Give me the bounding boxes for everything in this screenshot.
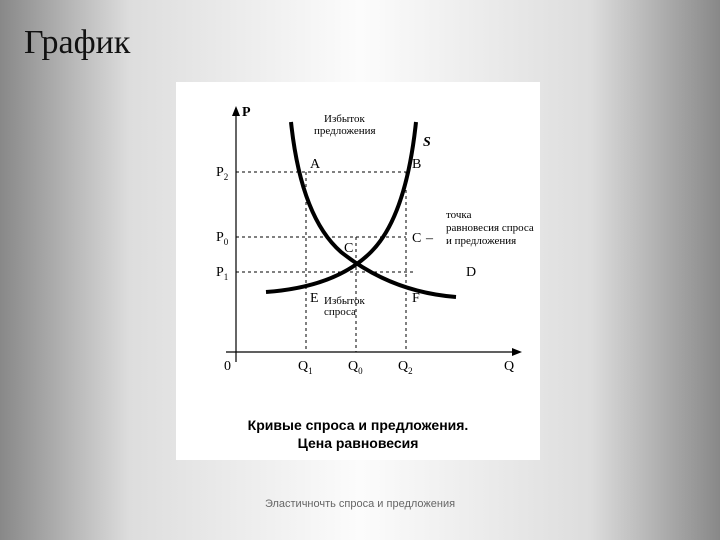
label-supply-excess-1: Избыток [324, 113, 365, 125]
point-C2: C [412, 231, 421, 246]
supply-curve [266, 122, 416, 292]
demand-curve [291, 122, 456, 297]
label-P: P [242, 105, 251, 120]
label-Q: Q [504, 359, 514, 374]
figure-container: P Q 0 Избыток предложения S D A B C C – … [176, 82, 540, 460]
x-axis-arrow [512, 348, 522, 356]
label-eq-1: точка [446, 209, 472, 221]
y-axis-arrow [232, 106, 240, 116]
label-P2: P2 [216, 165, 228, 182]
label-Q2: Q2 [398, 359, 413, 376]
label-Q0: Q0 [348, 359, 363, 376]
label-origin: 0 [224, 359, 231, 374]
label-P0: P0 [216, 230, 229, 247]
point-C: C [344, 241, 353, 256]
caption-line1: Кривые спроса и предложения. [248, 417, 469, 433]
point-B: B [412, 157, 421, 172]
caption-line2: Цена равновесия [298, 435, 419, 451]
point-A: A [310, 157, 321, 172]
chart-svg: P Q 0 Избыток предложения S D A B C C – … [176, 82, 540, 402]
point-F: F [412, 291, 420, 306]
dash-c2: – [425, 231, 434, 246]
figure-caption: Кривые спроса и предложения. Цена равнов… [176, 416, 540, 452]
label-supply-excess-2: предложения [314, 125, 376, 137]
label-S: S [423, 135, 431, 150]
label-eq-2: равновесия спроса [446, 222, 534, 234]
footer-text: Эластичночть спроса и предложения [0, 498, 720, 510]
label-Q1: Q1 [298, 359, 313, 376]
point-E: E [310, 291, 319, 306]
page-title: График [24, 24, 130, 62]
label-D: D [466, 265, 476, 280]
label-demand-excess-2: спроса [324, 306, 356, 318]
label-eq-3: и предложения [446, 235, 516, 247]
label-P1: P1 [216, 265, 228, 282]
